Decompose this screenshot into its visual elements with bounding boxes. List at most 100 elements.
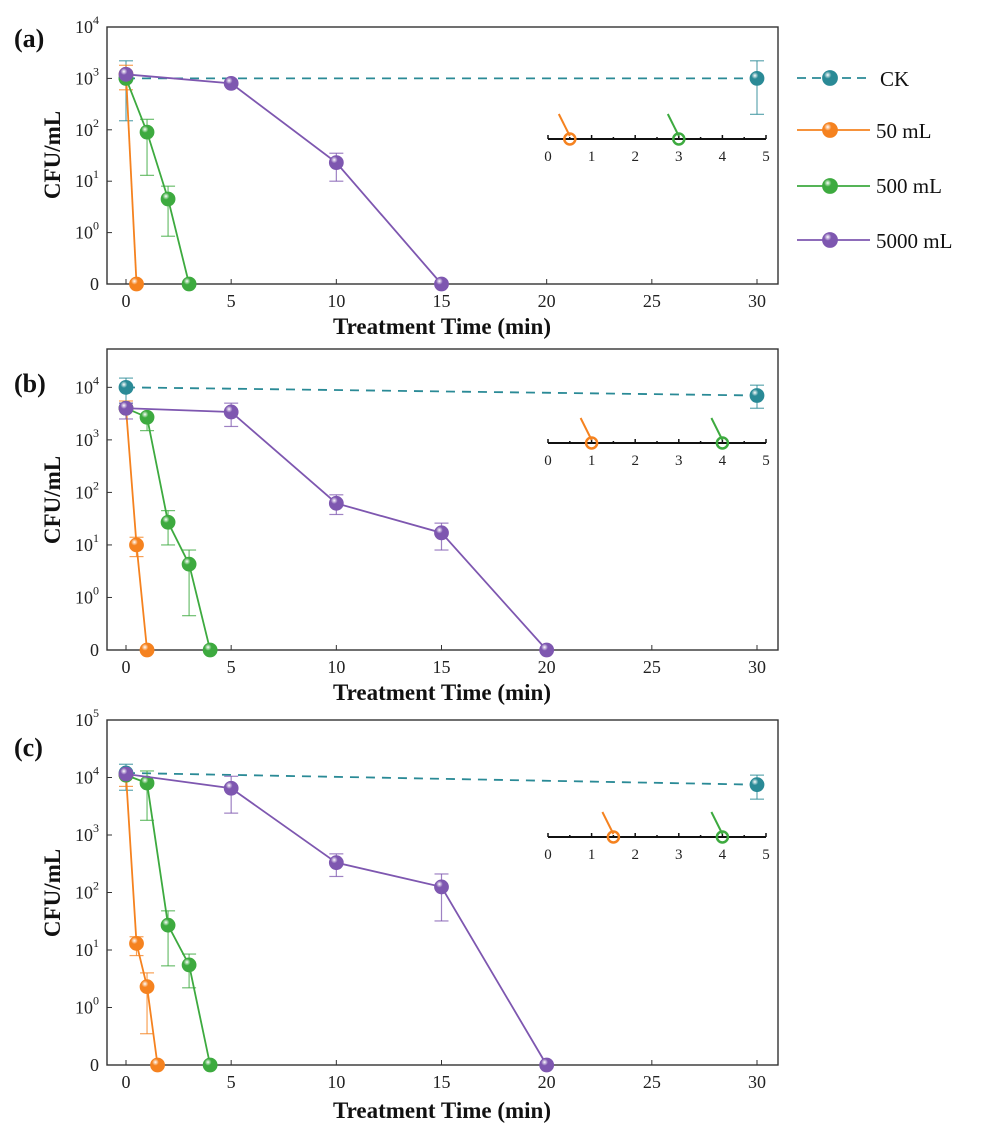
data-point (202, 1057, 218, 1073)
x-tick-label: 5 (227, 291, 236, 311)
data-point (129, 276, 144, 292)
data-point (539, 1057, 555, 1073)
data-point (434, 525, 449, 541)
series-50ml-b (118, 400, 155, 658)
series-ck-b (118, 377, 765, 409)
series-500ml-c (118, 767, 218, 1073)
inset-a: 0 1 2 3 4 5 (544, 113, 770, 165)
data-point (139, 409, 155, 425)
y-tick-label: 100 (75, 994, 99, 1018)
inset-marker-50ml (606, 830, 621, 844)
inset-tick-label: 1 (588, 149, 596, 165)
inset-leader-line (579, 417, 593, 441)
data-point (139, 124, 155, 140)
y-tick-label: 100 (75, 583, 99, 607)
panel-label-a: (a) (14, 24, 44, 53)
y-tick-label: 100 (75, 219, 99, 243)
x-tick-label: 30 (748, 291, 766, 311)
data-point (160, 191, 176, 207)
y-tick-label: 105 (75, 706, 99, 730)
inset-tick-label: 2 (631, 453, 639, 469)
series-5000ml-c (118, 766, 555, 1073)
inset-marker-500ml (672, 132, 686, 146)
y-tick-label: 0 (90, 274, 99, 294)
x-tick-label: 25 (643, 291, 661, 311)
series-line (125, 386, 758, 397)
data-point (160, 514, 176, 530)
y-tick-label: 102 (75, 879, 99, 903)
data-point (434, 879, 449, 895)
data-point (118, 66, 134, 82)
x-tick-label: 10 (327, 291, 345, 311)
series-5000ml-b (118, 400, 555, 658)
x-axis-title-a: Treatment Time (min) (333, 314, 551, 339)
data-point (328, 855, 344, 871)
legend-marker (822, 122, 838, 138)
y-tick-label: 0 (90, 1055, 99, 1075)
y-axis-title-a: CFU/mL (40, 111, 65, 199)
y-tick-label: 103 (75, 64, 99, 88)
y-tick-label: 104 (75, 764, 99, 788)
inset-leader-line (601, 811, 615, 835)
data-point (150, 1057, 165, 1073)
y-tick-label: 102 (75, 478, 99, 502)
y-tick-label: 103 (75, 821, 99, 845)
inset-c: 0 1 2 3 4 5 (544, 811, 770, 863)
inset-marker-50ml (584, 436, 599, 450)
x-tick-label: 30 (748, 657, 766, 677)
y-axis-title-b: CFU/mL (40, 456, 65, 544)
legend-label-5000ml: 5000 mL (876, 229, 952, 253)
x-tick-label: 5 (227, 1072, 236, 1092)
data-point (749, 388, 765, 403)
x-tick-label: 20 (538, 657, 556, 677)
inset-tick-label: 3 (675, 453, 683, 469)
panel-b: (b) Treatment Time (min) CFU/mL 0 5 10 15 20… (14, 348, 779, 705)
inset-tick-label: 2 (631, 149, 639, 165)
legend-glyph-ck (797, 70, 870, 86)
data-point (118, 400, 134, 416)
x-tick-label: 20 (538, 291, 556, 311)
legend-marker (822, 232, 838, 248)
series-line (125, 773, 548, 1066)
series-500ml-b (118, 400, 218, 658)
inset-tick-label: 3 (675, 149, 683, 165)
inset-leader-line (666, 113, 680, 137)
inset-marker-50ml (563, 132, 577, 146)
data-point (328, 495, 344, 511)
series-ck-a (118, 60, 765, 122)
inset-tick-label: 5 (762, 453, 770, 469)
series-line (125, 73, 443, 285)
legend-label-500ml: 500 mL (876, 174, 942, 198)
y-tick-label: 101 (75, 167, 99, 191)
inset-tick-label: 2 (631, 847, 639, 863)
series-line (125, 408, 148, 651)
data-point (139, 979, 155, 995)
series-line (125, 74, 138, 285)
data-point (129, 936, 144, 951)
legend: CK 50 mL 500 mL 5000 mL (797, 67, 952, 253)
inset-tick-label: 3 (675, 847, 683, 863)
legend-glyph-5000ml (797, 232, 870, 248)
data-point (139, 642, 155, 658)
y-tick-label: 104 (75, 13, 99, 37)
inset-leader-line (710, 811, 724, 835)
data-point (749, 777, 765, 793)
panel-c: (c) Treatment Time (min) CFU/mL 0 5 10 15 20… (14, 706, 779, 1123)
data-point (202, 642, 218, 658)
x-tick-label: 15 (433, 657, 451, 677)
inset-tick-label: 0 (544, 847, 552, 863)
y-tick-label: 102 (75, 116, 99, 140)
y-tick-label: 103 (75, 426, 99, 450)
x-tick-label: 20 (538, 1072, 556, 1092)
data-point (181, 556, 197, 572)
x-tick-label: 0 (122, 1072, 131, 1092)
x-tick-label: 30 (748, 1072, 766, 1092)
legend-glyph-500ml (797, 178, 870, 194)
x-tick-label: 10 (327, 1072, 345, 1092)
inset-tick-label: 5 (762, 149, 770, 165)
legend-glyph-50ml (797, 122, 870, 138)
data-point (160, 917, 176, 933)
data-point (223, 780, 239, 796)
y-tick-label: 104 (75, 373, 99, 397)
